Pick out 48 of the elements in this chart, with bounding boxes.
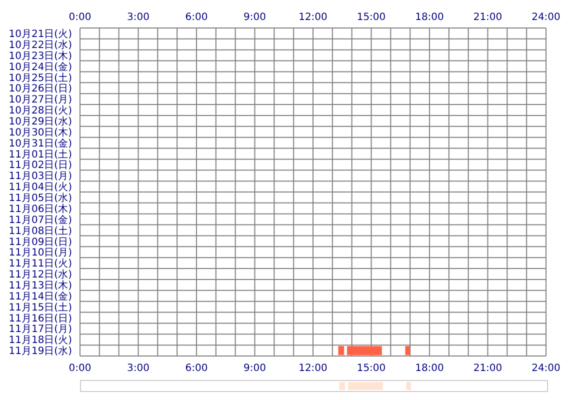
- x2-tick-label: 6:00: [185, 12, 208, 23]
- y-tick-label: 11月12日(水): [8, 268, 72, 281]
- y-tick-label: 10月31日(金): [8, 137, 72, 150]
- y-tick-label: 11月15日(土): [8, 301, 72, 314]
- y-tick-label: 11月14日(金): [8, 290, 72, 302]
- y-tick-label: 11月01日(土): [8, 148, 72, 160]
- x2-tick-label: 15:00: [356, 12, 386, 23]
- x2-tick-label: 9:00: [244, 12, 266, 23]
- y-tick-label: 11月13日(木): [8, 279, 72, 292]
- y-tick-label: 10月28日(火): [8, 104, 72, 117]
- y-tick-label: 11月10日(月): [8, 248, 72, 259]
- y-tick-label: 10月29日(水): [8, 115, 72, 128]
- x-tick-label: 18:00: [415, 363, 444, 374]
- x2-tick-label: 12:00: [298, 12, 328, 23]
- y-tick-label: 11月16日(日): [8, 313, 72, 324]
- x-tick-label: 24:00: [532, 363, 560, 374]
- y-tick-label: 10月25日(土): [8, 72, 72, 84]
- x-tick-label: 0:00: [68, 363, 92, 374]
- x-tick-label: 9:00: [244, 363, 266, 374]
- x2-tick-label: 24:00: [532, 12, 560, 23]
- x-tick-label: 6:00: [185, 363, 208, 374]
- y-tick-label: 10月24日(金): [8, 60, 72, 73]
- y-tick-label: 11月02日(日): [8, 160, 72, 172]
- x2-tick-label: 0:00: [68, 12, 92, 23]
- y-tick-label: 10月22日(水): [8, 38, 72, 51]
- x-tick-label: 21:00: [473, 363, 502, 374]
- x-tick-label: 12:00: [298, 363, 328, 374]
- y-tick-label: 11月05日(水): [8, 192, 72, 204]
- y-tick-label: 11月07日(金): [8, 214, 72, 226]
- y-tick-label: 11月08日(土): [8, 224, 72, 237]
- y-tick-label: 11月06日(木): [8, 202, 72, 215]
- y-tick-label: 11月11日(火): [8, 258, 72, 270]
- x2-tick-label: 3:00: [127, 12, 150, 23]
- y-tick-label: 11月04日(火): [8, 181, 72, 194]
- y-tick-label: 11月17日(月): [8, 324, 72, 336]
- y-tick-label: 11月18日(火): [8, 334, 72, 346]
- y-tick-label: 11月19日(水): [8, 345, 72, 358]
- y-tick-label: 10月30日(木): [8, 126, 72, 138]
- x-tick-label: 3:00: [127, 363, 150, 374]
- y-tick-label: 10月23日(木): [8, 50, 72, 62]
- y-tick-label: 10月26日(日): [8, 84, 72, 95]
- y-tick-label: 10月21日(火): [8, 28, 72, 40]
- x2-tick-label: 21:00: [473, 12, 502, 23]
- x2-tick-label: 18:00: [415, 12, 444, 23]
- y-tick-label: 11月09日(日): [8, 236, 72, 248]
- y-tick-label: 10月27日(月): [8, 94, 72, 106]
- x-tick-label: 15:00: [356, 363, 386, 374]
- y-tick-label: 11月03日(月): [8, 171, 72, 182]
